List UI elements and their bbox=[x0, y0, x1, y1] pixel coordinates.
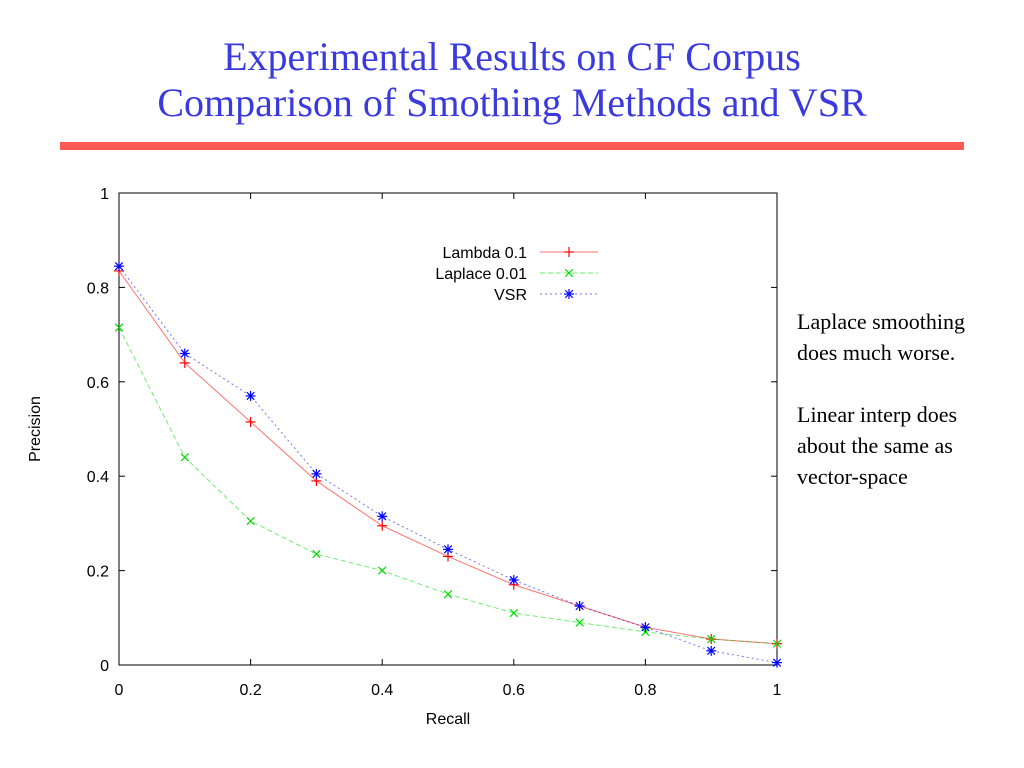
slide-title: Experimental Results on CF Corpus Compar… bbox=[0, 34, 1024, 126]
series-1-point bbox=[114, 323, 124, 332]
series-2-point bbox=[179, 348, 190, 359]
series-line-0 bbox=[118, 270, 778, 645]
legend-label: Laplace 0.01 bbox=[435, 266, 527, 283]
series-1-point bbox=[312, 549, 321, 559]
note-interp-line-3: vector-space bbox=[797, 464, 908, 489]
y-tick-label: 0.2 bbox=[87, 564, 109, 581]
series-1-point bbox=[180, 453, 189, 462]
series-2-point bbox=[508, 575, 519, 586]
series-2-point bbox=[443, 544, 453, 555]
series-1-point bbox=[246, 516, 255, 526]
plot-frame bbox=[118, 192, 778, 666]
note-laplace-line-1: Laplace smoothing bbox=[797, 309, 966, 334]
series-1-point bbox=[772, 639, 782, 648]
note-laplace-line-2: does much worse. bbox=[797, 340, 956, 365]
x-tick-label: 0.6 bbox=[503, 682, 525, 699]
note-interp-line-1: Linear interp does bbox=[797, 402, 958, 427]
x-axis-label: Recall bbox=[426, 711, 470, 728]
series-1-point bbox=[575, 618, 584, 627]
legend-label: Lambda 0.1 bbox=[442, 245, 527, 262]
x-tick-label: 1 bbox=[773, 682, 782, 699]
series-1-point bbox=[509, 608, 518, 618]
slide-notes: Laplace smoothing does much worse. Linea… bbox=[797, 306, 1019, 523]
x-tick-label: 0.8 bbox=[634, 682, 656, 699]
legend-marker-1 bbox=[564, 268, 574, 278]
y-tick-label: 1 bbox=[100, 186, 109, 203]
series-0-point bbox=[245, 416, 256, 427]
x-tick-label: 0.4 bbox=[371, 682, 393, 699]
title-underline bbox=[60, 142, 964, 150]
series-line-1 bbox=[118, 327, 778, 645]
series-2-point bbox=[114, 261, 124, 272]
x-tick-label: 0 bbox=[115, 682, 124, 699]
title-line-1: Experimental Results on CF Corpus bbox=[223, 34, 801, 79]
series-2-point bbox=[640, 622, 651, 633]
series-2-point bbox=[574, 601, 585, 611]
y-tick-label: 0.6 bbox=[87, 375, 109, 392]
legend-marker-0 bbox=[564, 247, 574, 257]
legend-marker-2 bbox=[564, 289, 574, 299]
series-2-point bbox=[311, 468, 322, 479]
series-0-point bbox=[377, 520, 388, 531]
series-line-2 bbox=[118, 265, 778, 664]
y-axis-label: Precision bbox=[27, 396, 44, 462]
legend-label: VSR bbox=[494, 287, 527, 304]
series-2-point bbox=[377, 511, 388, 522]
series-2-point bbox=[772, 657, 782, 668]
y-tick-label: 0.4 bbox=[87, 469, 109, 486]
series-1-point bbox=[443, 590, 453, 599]
x-tick-label: 0.2 bbox=[239, 682, 261, 699]
y-tick-label: 0.8 bbox=[87, 280, 109, 297]
series-2-point bbox=[245, 390, 256, 401]
series-1-point bbox=[378, 566, 387, 575]
series-2-point bbox=[706, 645, 717, 656]
title-line-2: Comparison of Smothing Methods and VSR bbox=[157, 80, 867, 125]
series-0-point bbox=[179, 357, 190, 368]
note-interp-line-2: about the same as bbox=[797, 433, 953, 458]
y-tick-label: 0 bbox=[100, 658, 109, 675]
series-1-point bbox=[707, 634, 716, 644]
note-laplace: Laplace smoothing does much worse. bbox=[797, 306, 1019, 368]
note-linear-interp: Linear interp does about the same as vec… bbox=[797, 399, 1019, 492]
